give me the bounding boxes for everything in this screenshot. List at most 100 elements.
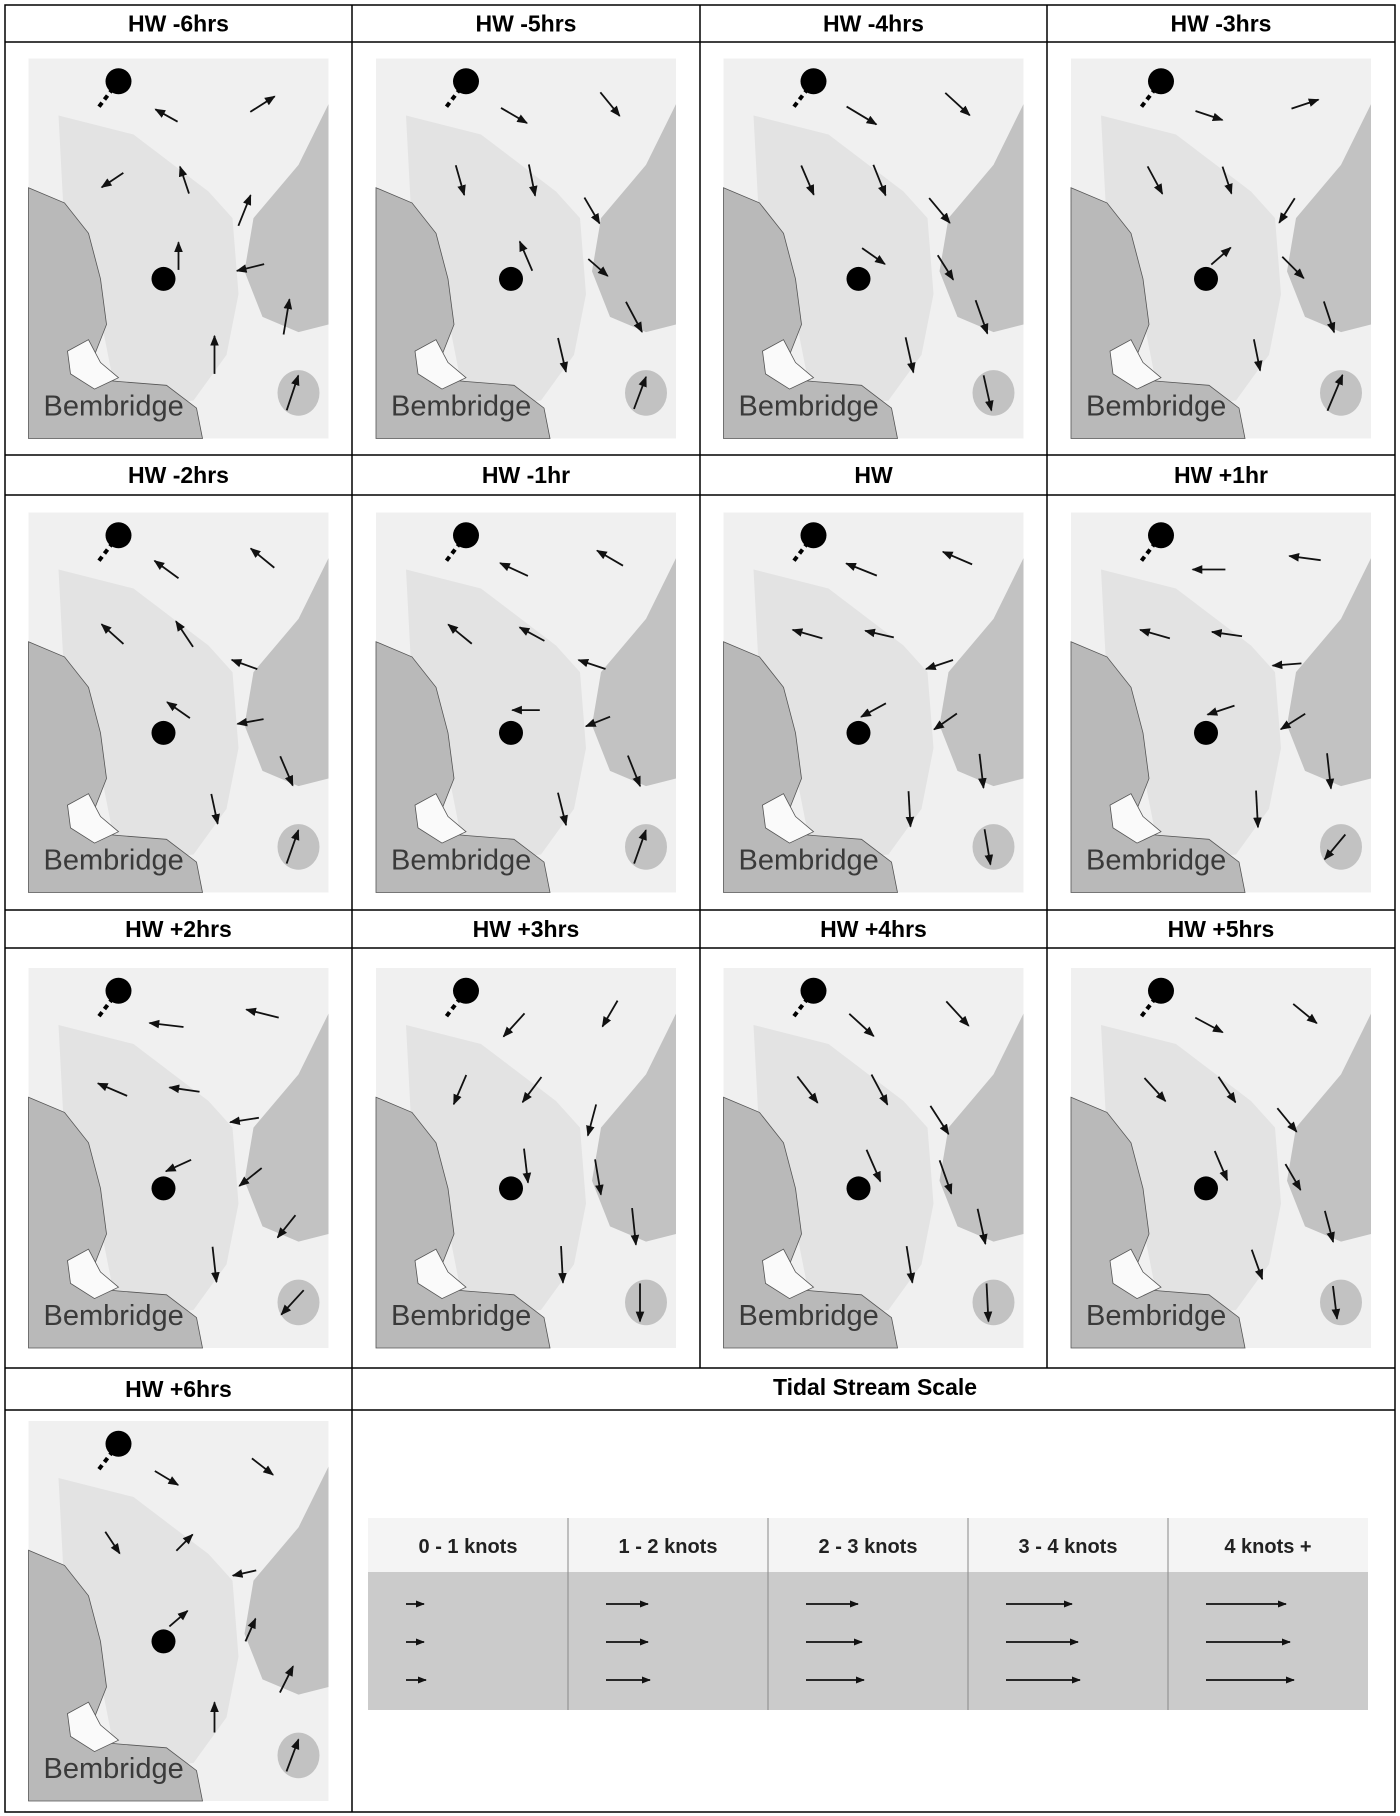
scale-band-label: 0 - 1 knots — [419, 1536, 518, 1558]
tide-panel: HW +1hr Bembridge — [1070, 462, 1371, 893]
stream-arrow — [1292, 1003, 1318, 1024]
channel-shading — [406, 569, 586, 863]
stream-arrow — [276, 1214, 297, 1239]
place-label: Bembridge — [44, 1753, 184, 1785]
stream-arrow — [153, 560, 180, 579]
channel-shading — [58, 569, 239, 863]
tide-panel: HW +3hrs Bembridge — [375, 916, 676, 1349]
stream-arrow — [1323, 833, 1347, 861]
panel-title: HW — [854, 462, 893, 488]
pier-line — [1139, 534, 1163, 563]
shallow-patch — [1320, 824, 1362, 870]
stream-arrow — [864, 628, 894, 639]
fort-marker — [151, 720, 176, 745]
pier-line — [444, 80, 468, 109]
stream-arrow — [454, 164, 466, 197]
stream-arrow — [586, 1104, 598, 1137]
fort-marker — [1148, 522, 1174, 549]
panel-title: HW +3hrs — [473, 916, 580, 942]
fort-marker — [499, 720, 523, 745]
fort-marker — [846, 1176, 871, 1201]
fort-marker — [1194, 266, 1218, 291]
stream-arrow — [236, 717, 264, 727]
channel-shading — [58, 115, 239, 409]
shallow-patch — [1320, 1279, 1362, 1326]
place-label: Bembridge — [1086, 1300, 1226, 1332]
stream-arrow — [211, 1246, 220, 1284]
stream-arrow — [557, 792, 568, 827]
panel-title: HW -6hrs — [128, 11, 229, 37]
stream-arrow — [280, 1289, 305, 1316]
stream-arrow — [244, 1617, 257, 1642]
place-label: Bembridge — [44, 1300, 184, 1332]
channel-shading — [753, 569, 934, 863]
stream-arrow — [846, 105, 878, 126]
stream-arrow — [104, 1531, 121, 1555]
tide-panel: HW -4hrs Bembridge — [723, 11, 1024, 439]
stream-arrow — [518, 240, 534, 272]
stream-arrow — [245, 1007, 279, 1019]
scale-header-band — [368, 1518, 1368, 1572]
fort-marker — [105, 977, 132, 1004]
stream-arrow — [583, 197, 601, 225]
panel-title: HW -4hrs — [823, 11, 924, 37]
place-label: Bembridge — [739, 1300, 879, 1332]
pier-line — [96, 80, 121, 109]
place-label: Bembridge — [44, 391, 184, 423]
stream-arrow — [944, 92, 971, 117]
stream-arrow — [929, 1105, 950, 1136]
shallows-shading — [1287, 558, 1371, 787]
stream-arrow — [1291, 98, 1320, 110]
stream-arrow — [791, 628, 823, 640]
stream-arrow — [502, 1012, 526, 1038]
stream-arrow — [872, 164, 887, 197]
harbour-spit — [1109, 793, 1162, 844]
fort-marker — [846, 266, 871, 291]
stream-arrow — [499, 562, 529, 577]
harbour-spit — [67, 793, 120, 844]
stream-arrow — [168, 1084, 200, 1094]
stream-arrow — [500, 107, 528, 124]
stream-arrow — [279, 755, 294, 787]
stream-arrow — [1146, 165, 1164, 195]
stream-arrow — [594, 1159, 604, 1196]
stream-arrow — [1278, 197, 1296, 224]
stream-arrow — [1139, 628, 1171, 640]
tide-panel: HW -3hrs Bembridge — [1070, 11, 1371, 439]
shallow-patch — [277, 1279, 320, 1326]
stream-arrow — [164, 1159, 192, 1173]
tide-panel: HW +5hrs Bembridge — [1070, 916, 1371, 1349]
stream-arrow — [1331, 1285, 1341, 1320]
harbour-spit — [762, 339, 815, 390]
stream-arrow — [1213, 1150, 1229, 1182]
tide-panel: HW -2hrs Bembridge — [28, 462, 329, 893]
fort-marker — [105, 68, 132, 95]
shallow-patch — [972, 1279, 1015, 1326]
shallow-patch — [972, 370, 1015, 416]
fort-marker — [499, 266, 523, 291]
stream-arrow — [518, 626, 545, 642]
harbour-spit — [67, 1701, 120, 1753]
harbour-spit — [1109, 1248, 1162, 1300]
stream-arrow — [933, 712, 958, 731]
harbour-spit — [1109, 339, 1162, 390]
shallows-shading — [244, 1013, 329, 1242]
shallows-shading — [592, 104, 676, 333]
stream-arrow — [168, 1610, 189, 1628]
stream-arrow — [249, 95, 276, 113]
stream-arrow — [282, 298, 293, 335]
fort-marker — [1148, 977, 1174, 1004]
panel-title: HW +6hrs — [125, 1376, 232, 1402]
pier-line — [444, 534, 468, 563]
fort-marker — [151, 266, 176, 291]
stream-arrow — [1206, 704, 1235, 716]
fort-marker — [1194, 720, 1218, 745]
stream-arrow — [630, 1207, 640, 1246]
stream-arrow — [978, 753, 987, 789]
stream-arrow — [1194, 1016, 1224, 1034]
panel-title: HW +1hr — [1174, 462, 1268, 488]
stream-arrow — [936, 254, 955, 281]
stream-arrow — [1281, 256, 1305, 280]
fort-marker — [151, 1176, 176, 1201]
